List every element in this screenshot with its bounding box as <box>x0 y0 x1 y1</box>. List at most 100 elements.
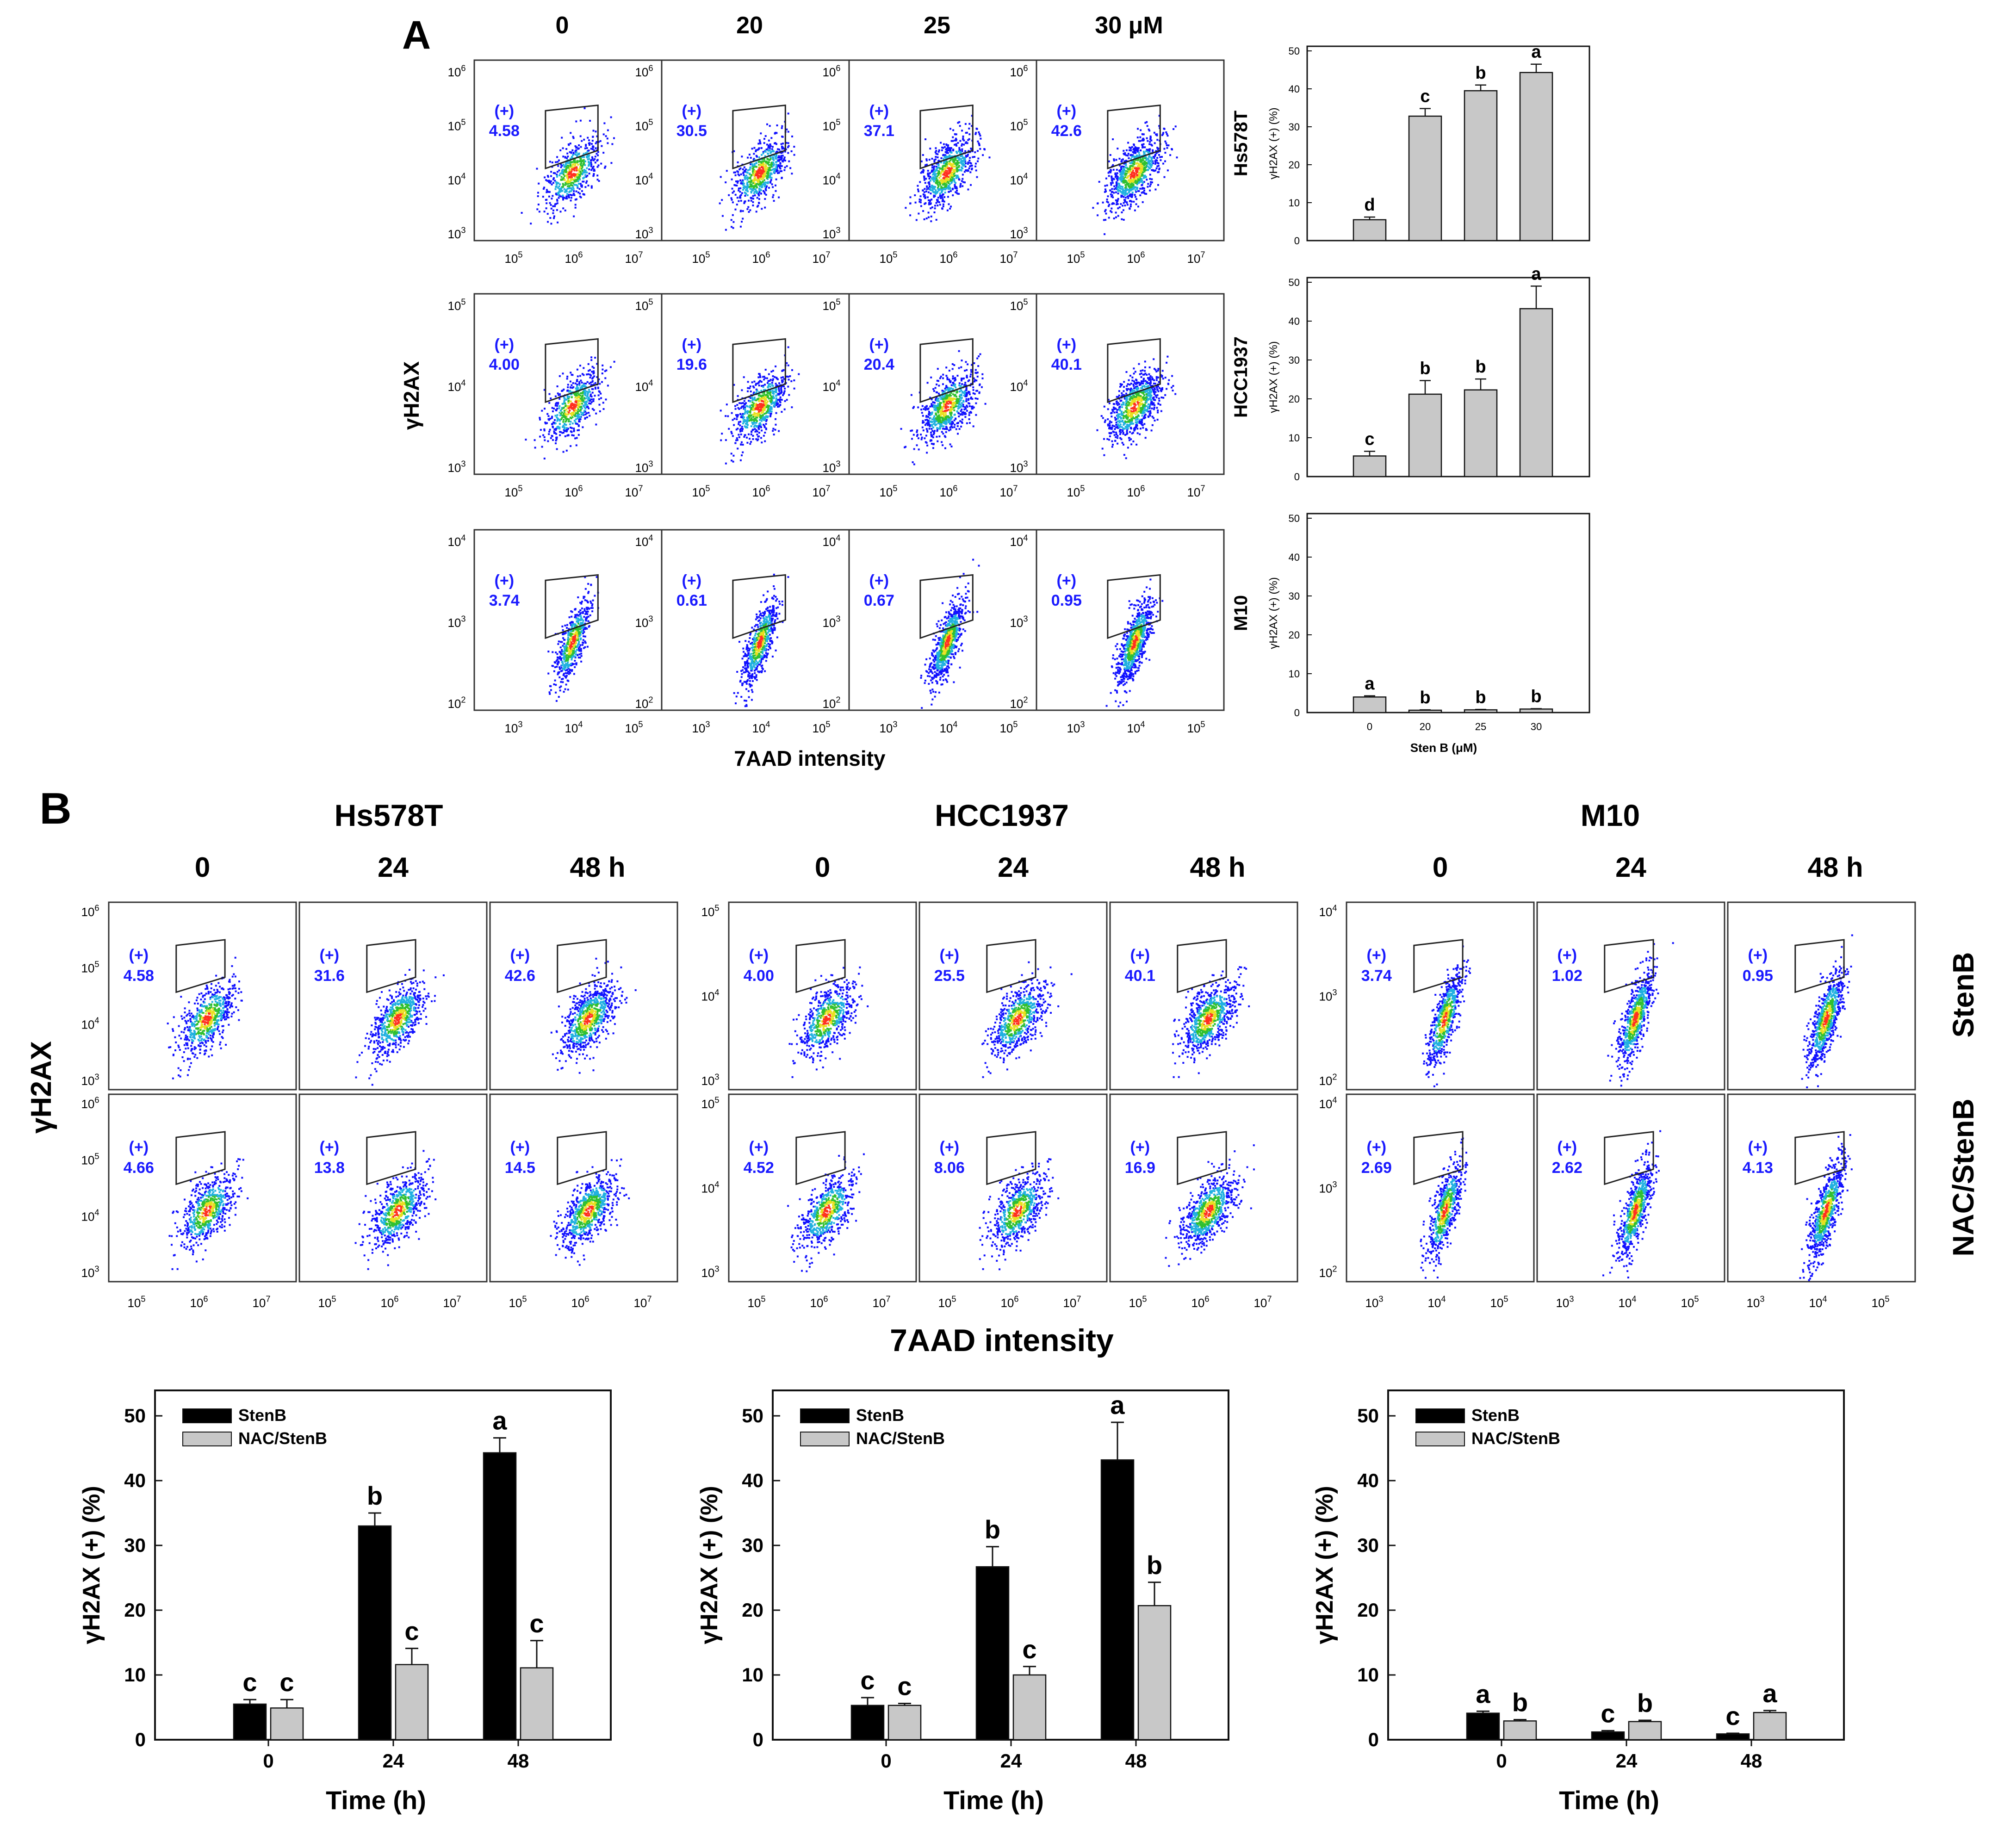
event-dot <box>555 440 557 442</box>
event-dot <box>551 407 553 409</box>
event-dot <box>948 147 950 149</box>
tick-exponent: 3 <box>461 225 465 235</box>
event-dot <box>1146 125 1148 127</box>
event-dot <box>763 191 766 193</box>
event-dot <box>769 146 771 148</box>
event-dot <box>550 175 552 177</box>
event-dot <box>937 156 939 159</box>
event-dot <box>731 432 733 434</box>
event-dot <box>559 183 561 186</box>
event-dot <box>948 203 950 205</box>
x-tick-label: 106 <box>565 484 583 499</box>
event-dot <box>766 402 768 404</box>
event-dot <box>745 177 747 179</box>
event-dot <box>976 375 979 378</box>
event-dot <box>769 394 772 397</box>
event-dot <box>595 142 597 144</box>
event-dot <box>943 156 946 158</box>
event-dot <box>768 164 770 166</box>
event-dot <box>581 140 583 142</box>
event-dot <box>942 147 944 149</box>
event-dot <box>576 378 578 381</box>
event-dot <box>950 182 953 184</box>
event-dot <box>938 201 940 203</box>
event-dot <box>767 153 769 155</box>
event-dot <box>780 158 782 161</box>
event-dot <box>956 160 959 162</box>
event-dot <box>577 147 580 149</box>
event-dot <box>925 407 927 409</box>
event-dot <box>937 184 939 186</box>
event-dot <box>743 400 745 402</box>
event-dot <box>740 194 742 196</box>
tick-exponent: 7 <box>638 250 643 259</box>
event-dot <box>964 382 967 384</box>
event-dot <box>961 144 963 147</box>
event-dot <box>577 388 579 390</box>
event-dot <box>742 210 744 212</box>
event-dot <box>555 161 557 163</box>
event-dot <box>598 390 600 392</box>
event-dot <box>946 166 949 168</box>
tick-exponent: 6 <box>1023 63 1028 73</box>
event-dot <box>964 412 966 414</box>
event-dot <box>1105 212 1107 215</box>
event-dot <box>935 173 937 175</box>
event-dot <box>960 152 962 155</box>
event-dot <box>766 405 769 408</box>
event-dot <box>765 420 767 422</box>
event-dot <box>588 154 590 156</box>
event-dot <box>754 182 756 185</box>
event-dot <box>595 147 597 149</box>
event-dot <box>1121 180 1123 183</box>
event-dot <box>577 180 579 182</box>
event-dot <box>586 396 589 398</box>
event-dot <box>1158 115 1160 117</box>
event-dot <box>954 187 956 189</box>
event-dot <box>1128 189 1130 191</box>
event-dot <box>950 411 953 414</box>
event-dot <box>763 389 765 391</box>
event-dot <box>583 156 585 158</box>
event-dot <box>740 199 742 202</box>
event-dot <box>1141 159 1143 161</box>
event-dot <box>756 179 758 181</box>
event-dot <box>566 181 569 183</box>
event-dot <box>955 418 957 420</box>
event-dot <box>581 170 583 172</box>
event-dot <box>769 149 771 151</box>
event-dot <box>575 120 577 123</box>
event-dot <box>1122 170 1123 172</box>
event-dot <box>1115 191 1117 193</box>
event-dot <box>978 131 980 133</box>
tick-base: 10 <box>635 299 648 313</box>
event-dot <box>565 427 568 429</box>
event-dot <box>956 187 958 190</box>
event-dot <box>966 406 968 408</box>
event-dot <box>572 434 575 437</box>
event-dot <box>576 397 578 399</box>
event-dot <box>747 415 750 418</box>
event-dot <box>922 154 924 156</box>
event-dot <box>946 401 948 403</box>
event-dot <box>935 397 937 400</box>
event-dot <box>761 409 763 411</box>
event-dot <box>611 143 614 145</box>
event-dot <box>954 185 956 187</box>
event-dot <box>749 167 751 169</box>
event-dot <box>953 414 956 416</box>
event-dot <box>571 422 574 425</box>
event-dot <box>947 396 949 398</box>
event-dot <box>760 381 763 383</box>
event-dot <box>756 430 758 433</box>
event-dot <box>953 165 956 167</box>
event-dot <box>580 158 582 160</box>
event-dot <box>938 188 941 190</box>
event-dot <box>937 440 939 442</box>
event-dot <box>742 406 745 408</box>
event-dot <box>956 425 959 427</box>
event-dot <box>568 191 571 193</box>
event-dot <box>574 415 576 417</box>
event-dot <box>937 166 939 168</box>
event-dot <box>577 403 580 405</box>
